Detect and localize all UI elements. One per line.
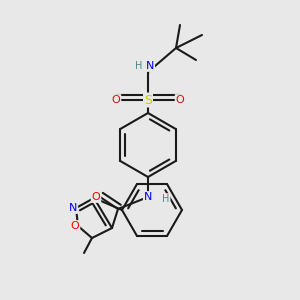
Text: O: O — [92, 192, 100, 202]
Text: N: N — [69, 203, 77, 213]
Text: S: S — [144, 94, 152, 106]
Text: O: O — [176, 95, 184, 105]
Text: N: N — [146, 61, 154, 71]
Text: N: N — [144, 192, 152, 202]
Text: H: H — [135, 61, 143, 71]
Text: O: O — [70, 221, 80, 231]
Text: H: H — [162, 194, 170, 204]
Text: O: O — [112, 95, 120, 105]
